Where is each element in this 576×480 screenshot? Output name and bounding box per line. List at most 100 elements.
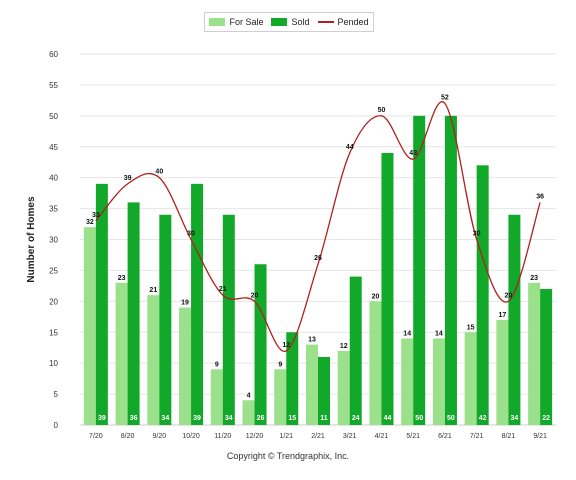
legend-item-pended: Pended xyxy=(317,17,369,27)
bar-sold xyxy=(222,214,235,425)
data-label-pended: 36 xyxy=(536,193,544,200)
y-tick-label: 45 xyxy=(49,143,58,152)
bar-sold xyxy=(413,115,426,425)
legend: For Sale Sold Pended xyxy=(204,12,374,32)
x-tick-label: 11/20 xyxy=(214,433,231,440)
data-label-for-sale: 20 xyxy=(372,293,380,300)
data-label-pended: 26 xyxy=(314,255,322,262)
data-label-for-sale: 9 xyxy=(215,361,219,368)
data-label-sold: 39 xyxy=(193,415,201,422)
data-label-sold: 34 xyxy=(225,415,233,422)
bar-for-sale xyxy=(274,369,287,425)
bar-sold xyxy=(159,214,172,425)
data-label-for-sale: 21 xyxy=(149,287,157,294)
x-tick-label: 9/20 xyxy=(153,433,167,440)
data-label-pended: 50 xyxy=(378,107,386,114)
data-label-sold: 50 xyxy=(415,415,423,422)
data-label-for-sale: 9 xyxy=(278,361,282,368)
x-tick-label: 4/21 xyxy=(375,433,389,440)
y-tick-label: 5 xyxy=(54,390,59,399)
legend-label-pended: Pended xyxy=(337,17,369,27)
data-label-for-sale: 14 xyxy=(403,330,411,337)
bar-sold xyxy=(95,183,108,425)
bar-sold xyxy=(349,276,362,425)
data-label-pended: 33 xyxy=(92,212,100,219)
data-label-sold: 44 xyxy=(384,415,392,422)
bar-sold xyxy=(444,115,457,425)
data-label-for-sale: 12 xyxy=(340,343,348,350)
y-tick-label: 0 xyxy=(54,421,59,430)
x-tick-label: 7/21 xyxy=(470,433,484,440)
data-label-sold: 42 xyxy=(479,415,487,422)
bar-for-sale xyxy=(464,332,477,425)
y-tick-label: 35 xyxy=(49,205,58,214)
bar-for-sale xyxy=(83,227,96,425)
x-tick-label: 3/21 xyxy=(343,433,357,440)
data-label-sold: 24 xyxy=(352,415,360,422)
x-tick-label: 2/21 xyxy=(311,433,325,440)
x-tick-label: 8/20 xyxy=(121,433,135,440)
data-label-for-sale: 23 xyxy=(118,275,126,282)
legend-item-sold: Sold xyxy=(271,17,310,27)
y-tick-label: 10 xyxy=(49,359,58,368)
data-label-pended: 30 xyxy=(473,231,481,238)
data-label-pended: 39 xyxy=(124,175,132,182)
copyright-text: Copyright © Trendgraphix, Inc. xyxy=(226,451,350,461)
data-label-sold: 22 xyxy=(542,415,550,422)
data-label-sold: 50 xyxy=(447,415,455,422)
bar-sold xyxy=(254,264,267,425)
x-tick-label: 5/21 xyxy=(406,433,420,440)
x-tick-label: 12/20 xyxy=(246,433,264,440)
data-label-pended: 30 xyxy=(187,231,195,238)
data-label-sold: 11 xyxy=(320,415,328,422)
y-tick-label: 20 xyxy=(49,297,58,306)
y-tick-label: 25 xyxy=(49,266,58,275)
y-tick-label: 40 xyxy=(49,174,58,183)
bar-for-sale xyxy=(147,295,160,425)
bar-sold xyxy=(318,356,330,425)
data-label-pended: 40 xyxy=(155,169,163,176)
data-label-for-sale: 23 xyxy=(530,275,538,282)
data-label-sold: 39 xyxy=(98,415,106,422)
bar-for-sale xyxy=(496,319,509,425)
legend-swatch-sold xyxy=(271,18,288,26)
data-label-pended: 43 xyxy=(409,150,417,157)
x-tick-label: 8/21 xyxy=(502,433,516,440)
x-tick-label: 7/20 xyxy=(89,433,103,440)
bar-for-sale xyxy=(210,369,223,425)
legend-swatch-pended xyxy=(317,21,334,23)
bar-for-sale xyxy=(115,282,128,425)
bar-sold xyxy=(508,214,521,425)
data-label-for-sale: 17 xyxy=(499,312,507,319)
data-label-for-sale: 13 xyxy=(308,337,316,344)
data-label-pended: 20 xyxy=(505,292,513,299)
bar-sold xyxy=(286,332,299,425)
data-label-pended: 44 xyxy=(346,144,354,151)
bar-for-sale xyxy=(337,350,350,425)
data-label-pended: 52 xyxy=(441,94,449,101)
bar-sold xyxy=(381,152,394,425)
data-label-sold: 36 xyxy=(130,415,138,422)
bar-sold xyxy=(540,288,553,425)
data-label-pended: 12 xyxy=(282,342,290,349)
data-label-for-sale: 4 xyxy=(247,392,251,399)
data-label-for-sale: 32 xyxy=(86,219,94,226)
bar-sold xyxy=(191,183,204,425)
legend-swatch-for-sale xyxy=(209,18,226,26)
y-tick-label: 50 xyxy=(49,112,58,121)
y-tick-label: 55 xyxy=(49,81,58,90)
data-label-pended: 21 xyxy=(219,286,227,293)
x-tick-label: 1/21 xyxy=(279,433,293,440)
bar-for-sale xyxy=(369,301,382,425)
series-line-pended xyxy=(95,101,541,352)
data-label-for-sale: 15 xyxy=(467,324,475,331)
legend-label-sold: Sold xyxy=(291,17,310,27)
x-tick-label: 6/21 xyxy=(438,433,452,440)
bar-for-sale xyxy=(401,338,414,425)
bar-for-sale xyxy=(179,307,192,425)
bar-sold xyxy=(476,165,489,426)
data-label-sold: 15 xyxy=(288,415,296,422)
bar-for-sale xyxy=(242,400,255,425)
data-label-sold: 34 xyxy=(511,415,519,422)
